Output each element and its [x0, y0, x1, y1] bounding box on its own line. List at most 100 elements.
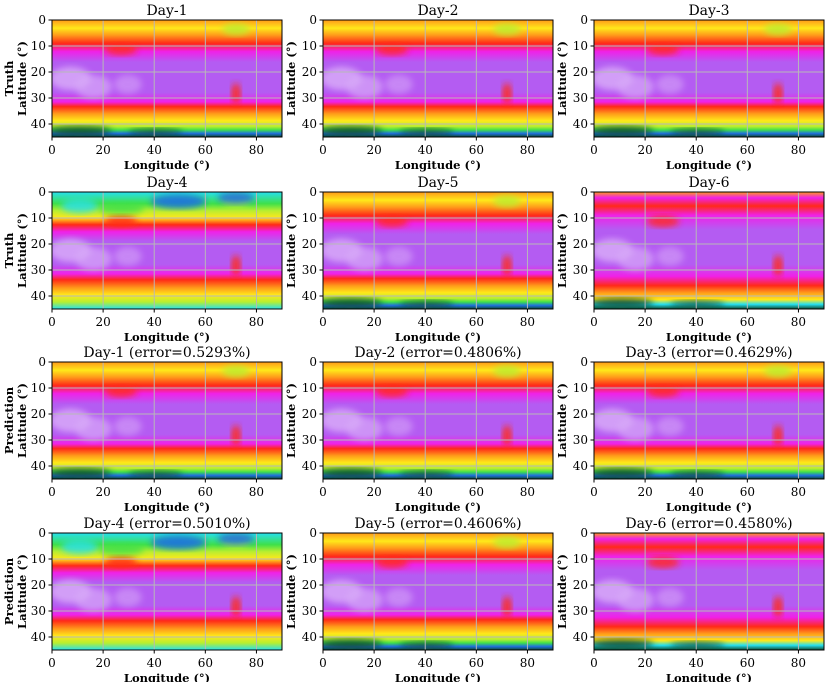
y-tick-label: 0	[309, 355, 317, 369]
y-axis-label: Latitude (°)	[555, 554, 569, 629]
y-tick-label: 20	[31, 237, 46, 251]
x-tick-label: 0	[319, 656, 327, 670]
axes-frame	[322, 532, 554, 651]
x-axis-label: Longitude (°)	[124, 500, 210, 514]
x-axis-label: Longitude (°)	[124, 330, 210, 344]
y-tick-label: 0	[580, 355, 588, 369]
x-axis-label: Longitude (°)	[395, 500, 481, 514]
x-axis-label: Longitude (°)	[124, 158, 210, 172]
x-tick-label: 60	[198, 315, 213, 329]
x-tick-label: 20	[95, 315, 110, 329]
heatmap-panel: 0 20 40 60 80 0 10 20 30 40 Day-2 Longitude (°) Lati…	[284, 3, 554, 172]
x-tick-label: 40	[147, 485, 162, 499]
row-label: Prediction	[2, 557, 16, 625]
y-tick-label: 40	[573, 459, 588, 473]
x-tick-label: 0	[48, 656, 56, 670]
x-axis-label: Longitude (°)	[666, 671, 752, 682]
y-tick-label: 40	[302, 459, 317, 473]
y-tick-label: 10	[31, 552, 46, 566]
y-tick-label: 30	[31, 91, 46, 105]
x-tick-label: 80	[249, 143, 264, 157]
y-tick-label: 10	[302, 39, 317, 53]
x-tick-label: 20	[95, 485, 110, 499]
y-tick-label: 10	[31, 381, 46, 395]
x-tick-label: 0	[590, 485, 598, 499]
panel-title: Day-5	[417, 175, 458, 191]
x-axis-label: Longitude (°)	[666, 158, 752, 172]
axes-frame	[51, 191, 283, 310]
y-tick-label: 0	[309, 13, 317, 27]
x-tick-label: 80	[249, 656, 264, 670]
panel-title: Day-5 (error=0.4606%)	[354, 516, 521, 532]
x-tick-label: 80	[520, 143, 535, 157]
y-tick-label: 0	[309, 185, 317, 199]
y-axis-label: Latitude (°)	[15, 213, 29, 288]
x-tick-label: 60	[469, 315, 484, 329]
y-tick-label: 20	[573, 237, 588, 251]
x-tick-label: 0	[48, 315, 56, 329]
x-tick-label: 40	[689, 143, 704, 157]
x-tick-label: 60	[740, 485, 755, 499]
x-tick-label: 20	[95, 143, 110, 157]
y-tick-label: 30	[302, 604, 317, 618]
y-tick-label: 40	[31, 289, 46, 303]
y-tick-label: 30	[31, 263, 46, 277]
x-tick-label: 40	[147, 656, 162, 670]
y-tick-label: 0	[38, 355, 46, 369]
panel-title: Day-4 (error=0.5010%)	[83, 516, 250, 532]
x-tick-label: 20	[366, 485, 381, 499]
axes-frame	[593, 532, 825, 651]
y-tick-label: 40	[31, 117, 46, 131]
y-tick-label: 20	[31, 407, 46, 421]
x-tick-label: 20	[366, 315, 381, 329]
axes-frame	[322, 19, 554, 138]
x-tick-label: 60	[469, 485, 484, 499]
axes-frame	[593, 361, 825, 480]
y-axis-label: Latitude (°)	[284, 554, 298, 629]
x-tick-label: 0	[48, 143, 56, 157]
row-label: Prediction	[2, 386, 16, 454]
y-tick-label: 10	[302, 381, 317, 395]
y-axis-label: Latitude (°)	[284, 41, 298, 116]
x-tick-label: 20	[637, 315, 652, 329]
y-tick-label: 30	[302, 263, 317, 277]
x-tick-label: 40	[147, 143, 162, 157]
heatmap-panel: 0 20 40 60 80 0 10 20 30 40 Day-1 Longitude (°) Lati…	[2, 3, 283, 172]
heatmap-image	[323, 533, 553, 650]
y-tick-label: 30	[302, 433, 317, 447]
y-tick-label: 0	[580, 13, 588, 27]
y-tick-label: 20	[573, 65, 588, 79]
y-tick-label: 20	[573, 578, 588, 592]
x-tick-label: 0	[590, 656, 598, 670]
x-tick-label: 0	[319, 485, 327, 499]
axes-frame	[322, 361, 554, 480]
row-label: Truth	[2, 60, 16, 96]
y-tick-label: 40	[573, 630, 588, 644]
x-tick-label: 20	[637, 656, 652, 670]
x-tick-label: 40	[689, 656, 704, 670]
y-tick-label: 10	[302, 552, 317, 566]
heatmap-image	[323, 192, 553, 309]
y-tick-label: 40	[31, 630, 46, 644]
x-tick-label: 20	[95, 656, 110, 670]
axes-frame	[593, 191, 825, 310]
y-tick-label: 20	[302, 578, 317, 592]
y-tick-label: 40	[302, 117, 317, 131]
panel-title: Day-3 (error=0.4629%)	[625, 345, 792, 361]
y-axis-label: Latitude (°)	[284, 383, 298, 458]
heatmap-image	[52, 533, 282, 650]
x-tick-label: 40	[418, 656, 433, 670]
axes-frame	[51, 532, 283, 651]
heatmap-image	[52, 20, 282, 137]
y-tick-label: 20	[302, 237, 317, 251]
x-axis-label: Longitude (°)	[666, 330, 752, 344]
heatmap-image	[594, 362, 824, 479]
x-tick-label: 0	[319, 315, 327, 329]
y-tick-label: 0	[38, 185, 46, 199]
heatmap-panel: 0 20 40 60 80 0 10 20 30 40 Day-4 (error=0.5010%) L…	[2, 516, 283, 682]
x-axis-label: Longitude (°)	[666, 500, 752, 514]
axes-frame	[51, 361, 283, 480]
y-tick-label: 10	[573, 39, 588, 53]
x-tick-label: 40	[418, 315, 433, 329]
